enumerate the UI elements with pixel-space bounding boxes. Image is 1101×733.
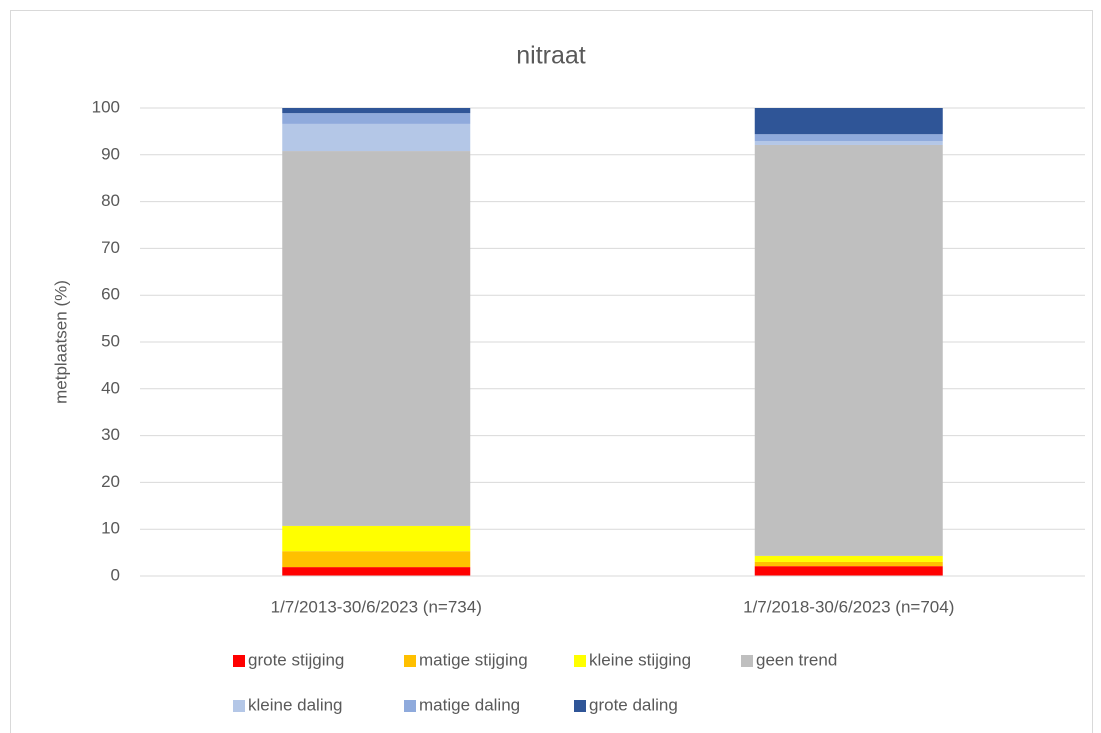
- y-tick-label: 50: [101, 331, 120, 350]
- bar-segment: [282, 567, 471, 576]
- bar-segment: [754, 141, 943, 145]
- x-tick-label: 1/7/2013-30/6/2023 (n=734): [271, 597, 482, 616]
- y-tick-label: 40: [101, 378, 120, 397]
- y-axis-title: metplaatsen (%): [51, 280, 70, 404]
- y-tick-label: 90: [101, 144, 120, 163]
- legend-swatch: [233, 700, 245, 712]
- legend-label: geen trend: [756, 650, 837, 669]
- bar-segment: [754, 108, 943, 135]
- bar-segment: [754, 561, 943, 567]
- bar-segment: [754, 566, 943, 576]
- bar-segment: [282, 108, 471, 114]
- y-tick-label: 30: [101, 425, 120, 444]
- legend-label: kleine stijging: [589, 650, 691, 669]
- legend-label: grote daling: [589, 695, 678, 714]
- legend-label: kleine daling: [248, 695, 343, 714]
- y-tick-label: 10: [101, 519, 120, 538]
- y-tick-label: 80: [101, 191, 120, 210]
- bar-segment: [754, 144, 943, 556]
- y-tick-label: 60: [101, 285, 120, 304]
- bar-segment: [754, 134, 943, 142]
- y-tick-label: 70: [101, 238, 120, 257]
- legend-label: grote stijging: [248, 650, 344, 669]
- chart-title: nitraat: [516, 42, 586, 70]
- legend-swatch: [574, 700, 586, 712]
- y-tick-label: 0: [111, 565, 120, 584]
- legend-label: matige stijging: [419, 650, 528, 669]
- legend-swatch: [233, 655, 245, 667]
- legend-swatch: [741, 655, 753, 667]
- bar-segment: [282, 151, 471, 526]
- legend-swatch: [404, 700, 416, 712]
- bar-segment: [282, 113, 471, 124]
- legend-swatch: [574, 655, 586, 667]
- legend-swatch: [404, 655, 416, 667]
- x-tick-label: 1/7/2018-30/6/2023 (n=704): [743, 597, 954, 616]
- bar-segment: [282, 123, 471, 152]
- bar-segment: [282, 525, 471, 552]
- y-tick-label: 100: [92, 97, 120, 116]
- y-tick-label: 20: [101, 472, 120, 491]
- bar-segment: [282, 551, 471, 568]
- bar-segment: [754, 555, 943, 562]
- legend-label: matige daling: [419, 695, 520, 714]
